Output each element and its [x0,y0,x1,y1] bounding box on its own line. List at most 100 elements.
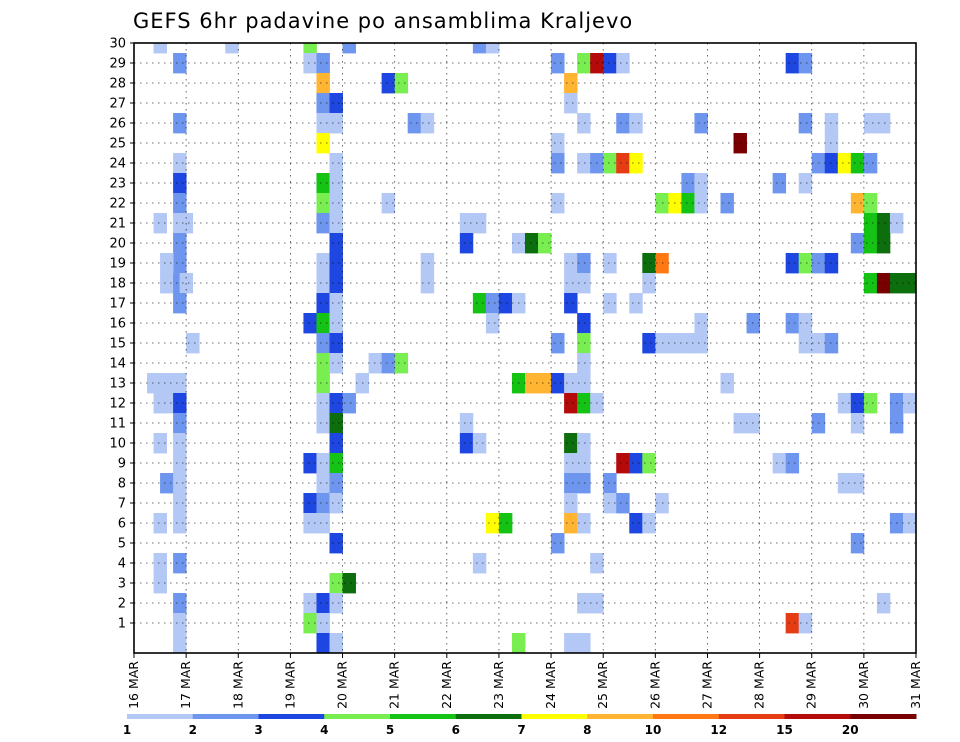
y-axis: 1234567891011121314151617181920212223242… [109,37,134,632]
heatmap-cell [394,73,409,94]
heatmap-cell [863,273,878,294]
heatmap-cell [902,273,917,294]
heatmap-cell [564,293,578,314]
heatmap-cell [472,213,487,234]
x-tick-label: 30 MAR [856,661,871,709]
heatmap-cell [564,93,578,114]
heatmap-cell [863,393,878,414]
heatmap-cell [173,233,187,254]
heatmap-cell [876,213,891,234]
heatmap-cell [863,193,878,214]
heatmap-cell [850,153,865,174]
heatmap-cell [173,113,187,134]
y-tick-label: 26 [109,117,126,132]
heatmap-cell [472,433,487,454]
x-tick-label: 26 MAR [647,661,662,709]
heatmap-cell [577,393,591,414]
x-tick-label: 28 MAR [752,661,767,709]
y-tick-label: 1 [118,617,126,632]
heatmap-cell [420,273,435,294]
heatmap-cell [538,373,552,394]
x-tick-label: 29 MAR [804,661,819,709]
heatmap-cell [577,513,591,534]
heatmap-cell [329,453,343,474]
heatmap-cell [394,353,409,374]
heatmap-cell [329,93,343,114]
colorbar-label: 12 [710,723,727,737]
heatmap-cell [798,53,813,74]
heatmap-cell [902,513,917,534]
y-tick-label: 5 [118,537,126,552]
heatmap-cell [459,233,474,254]
colorbar-segment [390,714,457,719]
heatmap-cell [616,113,630,134]
colorbar-segment [258,714,325,719]
colorbar-label: 4 [320,723,328,737]
heatmap-cell [173,433,187,454]
heatmap-cell [329,593,343,614]
heatmap-cell [329,273,343,294]
heatmap-cell [577,473,591,494]
heatmap-cell [498,293,513,314]
heatmap-cell [876,273,891,294]
heatmap-cell [153,213,167,234]
heatmap-cell [316,613,330,634]
y-tick-label: 9 [118,457,126,472]
heatmap-cell [798,173,813,194]
heatmap-cell [173,413,187,434]
heatmap-cells [147,43,917,654]
colorbar-label: 20 [842,723,859,737]
heatmap-cell [316,513,330,534]
heatmap-cell [681,173,695,194]
y-tick-label: 24 [109,157,126,172]
colorbar-label: 2 [189,723,197,737]
heatmap-cell [316,473,330,494]
heatmap-cell [420,253,435,274]
x-axis: 16 MAR 17 MAR 18 MAR 19 MAR 20 MAR 21 MAR 22 M… [126,653,923,709]
heatmap-cell [329,433,343,454]
heatmap-cell [173,473,187,494]
heatmap-cell [694,193,708,214]
heatmap-cell [173,393,187,414]
heatmap-cell [173,253,187,274]
heatmap-cell [316,273,330,294]
heatmap-cell [329,193,343,214]
heatmap-cell [511,633,526,654]
x-tick-label: 18 MAR [230,661,245,709]
colorbar-segment [324,714,391,719]
heatmap-cell [303,493,317,514]
heatmap-cell [329,253,343,274]
heatmap-cell [798,313,813,334]
heatmap-cell [472,293,487,314]
heatmap-cell [798,253,813,274]
x-tick-label: 31 MAR [908,661,923,709]
heatmap-cell [407,113,422,134]
heatmap-cell [629,293,643,314]
heatmap-cell [616,53,630,74]
x-tick-label: 19 MAR [282,661,297,709]
heatmap-cell [472,553,487,574]
heatmap-cell [329,353,343,374]
heatmap-cell [342,393,356,414]
heatmap-cell [564,633,578,654]
heatmap-cell [316,353,330,374]
heatmap-cell [837,153,852,174]
grid-lines [134,42,916,653]
x-tick-label: 16 MAR [126,661,141,709]
x-tick-label: 25 MAR [595,661,610,709]
heatmap-cell [329,113,343,134]
x-tick-label: 21 MAR [387,661,402,709]
colorbar-segment [718,714,785,719]
heatmap-cell [603,493,617,514]
heatmap-cell [316,193,330,214]
colorbar: 1 2 3 4 5 6 7 8 10 12 15 20 [123,714,917,737]
heatmap-cell [863,113,878,134]
heatmap-cell [577,373,591,394]
heatmap-cell [303,53,317,74]
heatmap-cell [642,273,656,294]
heatmap-cell [303,613,317,634]
heatmap-cell [173,193,187,214]
heatmap-cell [798,333,813,354]
heatmap-cell [329,333,343,354]
heatmap-cell [850,473,865,494]
